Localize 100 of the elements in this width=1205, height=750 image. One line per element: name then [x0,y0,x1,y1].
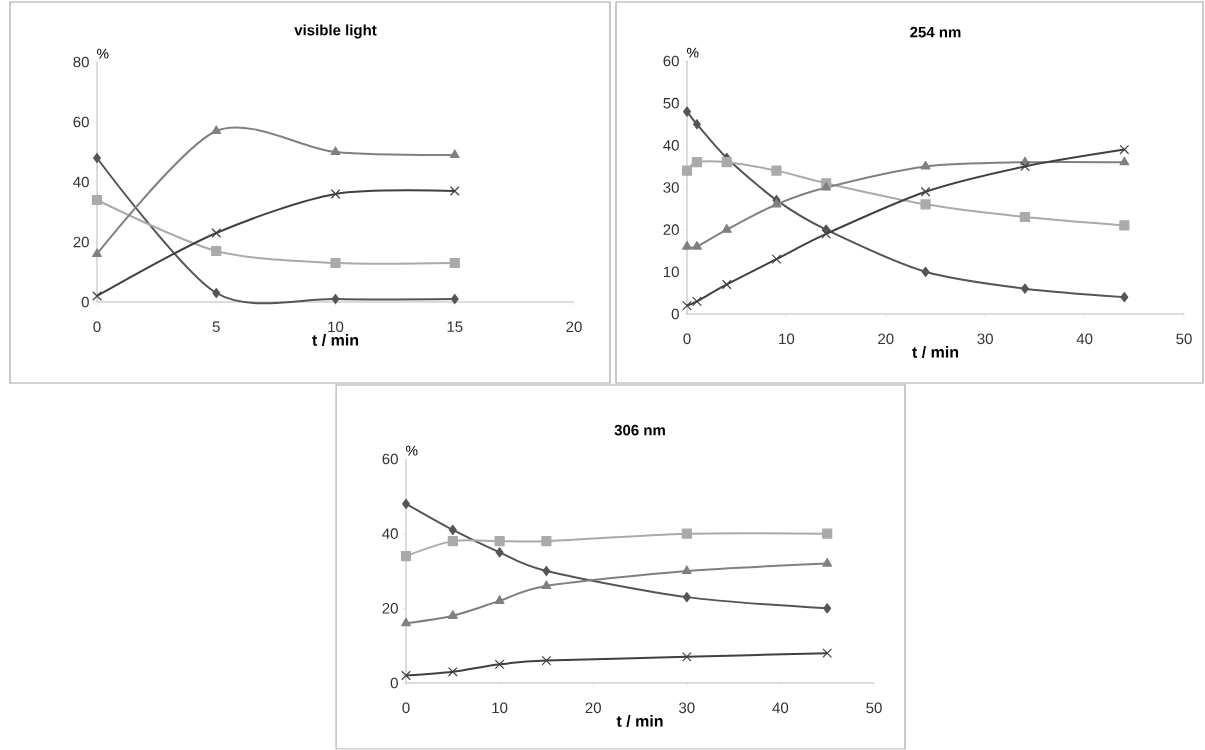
point [681,165,693,176]
x-tick-label: 0 [402,702,410,714]
y-tick-label: 0 [81,296,89,308]
point [1019,212,1031,223]
y-tick-label: 0 [671,308,679,320]
point [822,648,833,659]
x-tick-label: 20 [566,321,582,333]
point [822,528,833,539]
x-tick-label: 15 [447,321,463,333]
point [91,195,103,206]
point [541,655,552,666]
point [691,157,703,168]
point [92,248,102,258]
point [822,558,833,567]
x-tick-label: 50 [1176,333,1192,345]
x-tick-label: 0 [93,321,101,333]
point [692,241,702,250]
y-tick-label: 60 [663,55,679,67]
y-tick-label: 60 [382,453,398,465]
y-tick-label: 40 [382,528,398,540]
x-axis-title: t / min [616,715,663,728]
point [681,565,692,575]
x-tick-label: 20 [878,333,894,345]
point [450,294,459,305]
x-tick-label: 0 [683,333,691,345]
point [494,659,505,670]
y-tick-label: 60 [73,116,89,128]
chart-title: 254 nm [910,27,961,38]
point [449,258,460,269]
x-tick-label: 30 [977,333,993,345]
point [447,667,458,677]
point [823,603,832,614]
y-tick-label: 20 [73,236,89,248]
point [692,119,701,130]
point [541,536,552,547]
x-tick-label: 20 [585,702,601,714]
point [1120,292,1129,303]
point [920,199,931,210]
point [771,254,782,265]
point [212,288,221,299]
y-tick-label: 20 [663,224,679,236]
point [682,300,692,311]
point [921,266,930,278]
point [449,186,460,197]
point [542,566,551,577]
point [1119,144,1130,155]
chart-title: 306 nm [614,425,665,436]
point [494,595,505,605]
point [821,229,832,239]
point [541,580,552,590]
point [681,652,692,662]
point [448,525,457,536]
point [330,146,341,156]
point [721,279,732,290]
y-tick-label: 10 [663,266,679,278]
y-tick-label: 50 [663,98,679,109]
point [93,153,101,164]
point [692,296,702,307]
point [401,670,411,681]
point [447,536,458,547]
point [211,246,222,257]
point [331,294,340,305]
point [771,165,782,176]
x-tick-label: 40 [772,702,789,714]
x-tick-label: 10 [779,333,795,345]
y-tick-label: 40 [663,140,679,151]
x-tick-label: 5 [212,321,220,333]
point [721,224,732,233]
point [494,536,505,547]
point [1119,220,1130,231]
point [821,182,832,191]
x-tick-label: 10 [492,702,508,714]
point [683,106,691,117]
point [681,528,692,539]
point [400,551,412,562]
x-axis-title: t / min [912,346,959,359]
point [330,189,341,200]
point [1020,161,1030,172]
point [920,161,931,170]
x-tick-label: 10 [328,321,344,333]
y-axis-title: % [97,48,109,59]
y-axis-title: % [687,47,699,58]
point [1020,283,1029,294]
y-tick-label: 80 [73,56,89,68]
point [330,258,341,269]
point [447,610,458,620]
x-tick-label: 40 [1076,333,1093,345]
y-axis-title: % [406,445,418,456]
point [211,228,222,239]
point [401,617,411,627]
point [682,592,691,603]
point [449,149,460,159]
x-axis-title: t / min [312,334,359,347]
y-tick-label: 0 [390,677,398,689]
point [92,291,102,302]
point [211,125,222,135]
point [682,241,692,250]
point [721,157,732,168]
y-tick-label: 40 [73,176,89,188]
y-tick-label: 30 [663,182,679,193]
